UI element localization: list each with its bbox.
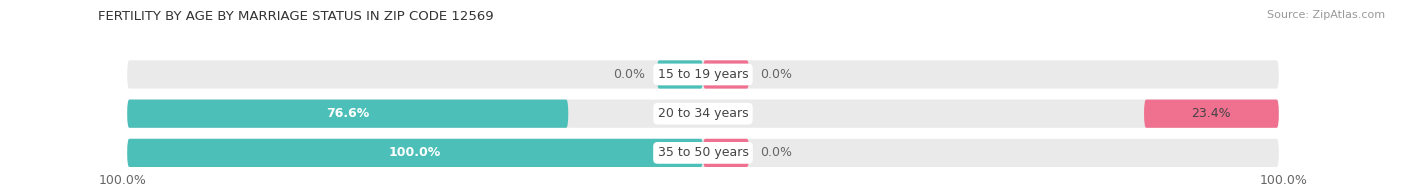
Text: 0.0%: 0.0% bbox=[761, 68, 793, 81]
Text: 20 to 34 years: 20 to 34 years bbox=[658, 107, 748, 120]
FancyBboxPatch shape bbox=[127, 139, 703, 167]
FancyBboxPatch shape bbox=[657, 60, 703, 89]
FancyBboxPatch shape bbox=[127, 100, 1279, 128]
Text: 15 to 19 years: 15 to 19 years bbox=[658, 68, 748, 81]
Text: 76.6%: 76.6% bbox=[326, 107, 370, 120]
FancyBboxPatch shape bbox=[703, 139, 749, 167]
Text: 23.4%: 23.4% bbox=[1192, 107, 1232, 120]
FancyBboxPatch shape bbox=[1144, 100, 1279, 128]
FancyBboxPatch shape bbox=[127, 139, 1279, 167]
FancyBboxPatch shape bbox=[127, 60, 1279, 89]
Text: FERTILITY BY AGE BY MARRIAGE STATUS IN ZIP CODE 12569: FERTILITY BY AGE BY MARRIAGE STATUS IN Z… bbox=[98, 10, 494, 23]
Text: 100.0%: 100.0% bbox=[1260, 174, 1308, 187]
FancyBboxPatch shape bbox=[127, 100, 568, 128]
Text: 100.0%: 100.0% bbox=[389, 146, 441, 159]
Text: 100.0%: 100.0% bbox=[98, 174, 146, 187]
FancyBboxPatch shape bbox=[703, 60, 749, 89]
Text: 35 to 50 years: 35 to 50 years bbox=[658, 146, 748, 159]
Text: 0.0%: 0.0% bbox=[613, 68, 645, 81]
Text: 0.0%: 0.0% bbox=[761, 146, 793, 159]
Text: Source: ZipAtlas.com: Source: ZipAtlas.com bbox=[1267, 10, 1385, 20]
